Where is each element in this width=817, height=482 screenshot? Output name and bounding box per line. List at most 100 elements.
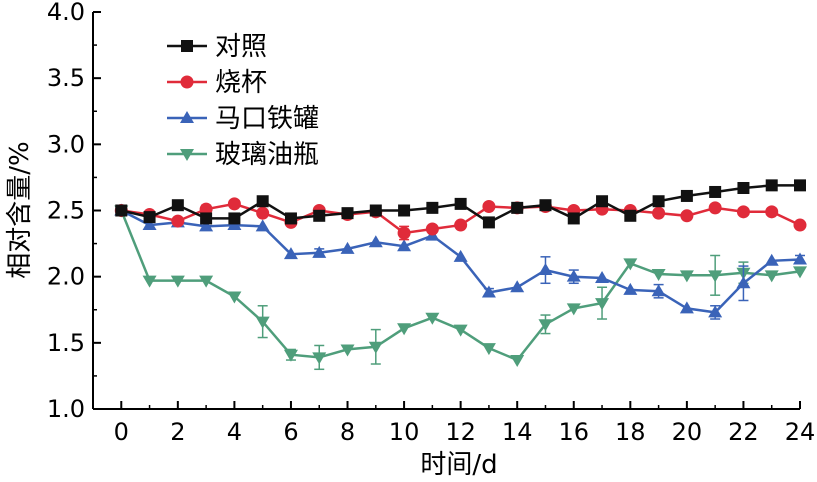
data-point [369, 204, 382, 217]
data-point [623, 282, 638, 295]
data-point [679, 270, 694, 283]
data-point [425, 312, 440, 325]
data-point [283, 247, 298, 260]
legend-label: 马口铁罐 [215, 104, 319, 134]
data-point [283, 349, 298, 362]
data-point [398, 204, 411, 217]
data-point [511, 201, 524, 214]
y-axis-title: 相对含量/% [5, 141, 35, 278]
y-tick-label: 1.0 [47, 395, 85, 423]
data-point [510, 355, 525, 368]
data-point [171, 214, 185, 228]
data-point [679, 301, 694, 314]
data-point [736, 276, 751, 289]
data-point [595, 270, 610, 283]
data-point [368, 235, 383, 248]
data-point [454, 197, 467, 210]
data-point [199, 275, 214, 288]
data-point [115, 204, 128, 217]
legend-marker [180, 111, 194, 123]
data-point [709, 185, 722, 198]
legend-label: 玻璃油瓶 [215, 140, 319, 170]
data-point [340, 344, 355, 357]
data-point [680, 209, 694, 223]
data-point [143, 211, 156, 224]
x-tick-label: 16 [558, 418, 589, 446]
y-tick-label: 2.5 [47, 197, 85, 225]
data-point [652, 206, 666, 220]
x-tick-label: 12 [445, 418, 476, 446]
x-tick-label: 22 [728, 418, 759, 446]
data-point [227, 197, 241, 211]
series-2 [114, 203, 807, 320]
data-point [482, 200, 496, 214]
x-tick-label: 14 [502, 418, 533, 446]
data-point [708, 201, 722, 215]
data-point [623, 258, 638, 271]
y-tick-label: 3.0 [47, 130, 85, 158]
data-point [595, 298, 610, 311]
data-point [199, 202, 213, 216]
ticks: 1.01.52.02.53.03.54.00 2 4 6 8 10 12 14 16 18 20 22… [47, 0, 815, 446]
data-point [256, 206, 270, 220]
data-point [793, 218, 807, 232]
data-point [567, 212, 580, 225]
y-tick-label: 1.5 [47, 329, 85, 357]
data-point [171, 199, 184, 212]
x-tick-label: 20 [672, 418, 703, 446]
data-point [651, 284, 666, 297]
data-point [764, 253, 779, 266]
legend-item-1: 烧杯 [167, 68, 267, 98]
data-point [765, 205, 779, 219]
legend-item-2: 马口铁罐 [167, 104, 319, 134]
data-point [708, 305, 723, 318]
data-point [708, 270, 723, 283]
data-point [397, 323, 412, 336]
data-point [624, 209, 637, 222]
data-point [426, 201, 439, 214]
x-tick-label: 8 [340, 418, 355, 446]
data-point [793, 252, 807, 265]
legend-label: 烧杯 [215, 68, 267, 98]
data-point [482, 216, 495, 229]
data-point [312, 245, 327, 258]
data-point [255, 316, 270, 329]
data-point [510, 280, 525, 293]
data-point [652, 195, 665, 208]
data-point [538, 263, 553, 276]
data-point [256, 195, 269, 208]
data-point [228, 212, 241, 225]
data-point [651, 269, 666, 282]
data-point [368, 341, 383, 354]
y-tick-label: 3.5 [47, 64, 85, 92]
data-point [454, 218, 468, 232]
legend-item-0: 对照 [167, 32, 267, 62]
legend-item-3: 玻璃油瓶 [167, 140, 319, 170]
data-point [764, 270, 779, 283]
data-point [481, 285, 496, 298]
data-point [255, 219, 270, 232]
series-0 [115, 179, 806, 229]
data-point [199, 219, 214, 232]
x-tick-label: 6 [283, 418, 298, 446]
data-point [680, 189, 693, 202]
data-point [566, 269, 581, 282]
y-tick-label: 4.0 [47, 0, 85, 26]
data-point [397, 239, 412, 252]
data-point [170, 275, 185, 288]
x-tick-label: 2 [170, 418, 185, 446]
series-layer [114, 179, 807, 371]
x-tick-label: 4 [227, 418, 242, 446]
x-tick-label: 24 [785, 418, 816, 446]
data-point [765, 179, 778, 192]
data-point [737, 182, 750, 195]
data-point [453, 249, 468, 262]
data-point [538, 319, 553, 332]
data-point [794, 179, 806, 192]
data-point [566, 303, 581, 316]
data-point [227, 291, 242, 304]
data-point [793, 266, 807, 279]
legend-marker [180, 75, 194, 89]
data-point [341, 207, 354, 220]
